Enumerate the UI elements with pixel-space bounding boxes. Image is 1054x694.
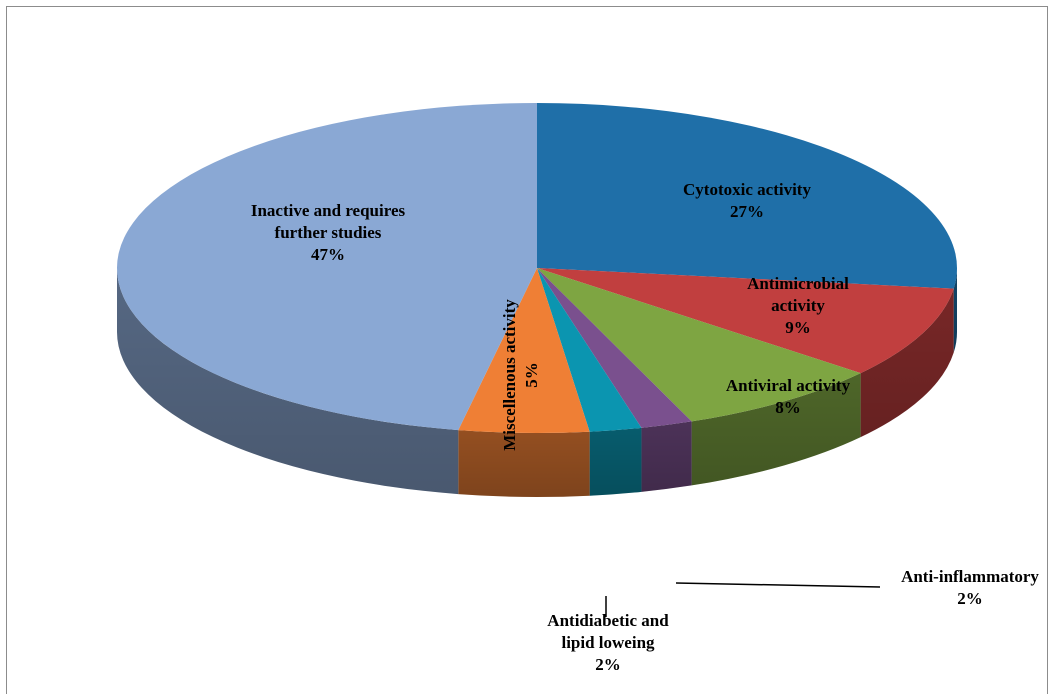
slice-label-1: Antimicrobial activity 9% [747, 274, 849, 337]
pie-slice-5 [458, 268, 590, 433]
slice-label-6: Inactive and requires further studies 47% [251, 201, 406, 264]
pie-side-shade-5 [458, 430, 590, 497]
pie-side-shade-6 [116, 268, 459, 495]
slice-label-line: 27% [730, 202, 764, 221]
slice-label-line: lipid loweing [561, 633, 655, 652]
slice-label-line: Miscellenous activity [500, 299, 519, 451]
slice-label-line: 2% [957, 589, 983, 608]
slice-label-line: Antimicrobial [747, 274, 849, 293]
pie-side-shade-0 [953, 268, 957, 353]
pie-slice-3 [537, 268, 692, 428]
slice-label-line: Antiviral activity [726, 376, 851, 395]
slice-label-line: Antidiabetic and [547, 611, 669, 630]
slice-label-line: 47% [311, 245, 345, 264]
slice-label-line: 5% [522, 362, 541, 388]
slice-label-5: Miscellenous activity 5% [500, 299, 541, 451]
leader-line-3 [675, 582, 881, 588]
slice-label-line: 2% [595, 655, 621, 674]
slice-label-line: activity [771, 296, 825, 315]
pie-slice-0 [537, 103, 957, 289]
slice-label-2: Antiviral activity 8% [726, 376, 851, 417]
pie-slice-1 [537, 268, 954, 374]
pie-slice-6 [117, 103, 538, 431]
slice-label-line: Inactive and requires [251, 201, 406, 220]
slice-label-line: 8% [775, 398, 801, 417]
leader-lines [605, 582, 881, 617]
slice-label-line: Anti-inflammatory [901, 567, 1039, 586]
slice-label-line: 9% [785, 318, 811, 337]
slice-label-4: Antidiabetic and lipid loweing 2% [547, 611, 669, 674]
pie-slice-4 [537, 268, 642, 432]
slice-label-0: Cytotoxic activity 27% [683, 180, 811, 221]
slice-labels: Cytotoxic activity 27% Antimicrobial activi… [251, 180, 1040, 674]
pie-side-shade-4 [589, 427, 642, 496]
slice-label-line: Cytotoxic activity [683, 180, 811, 199]
pie-top-faces [117, 103, 957, 433]
pie-side-walls [116, 268, 957, 497]
pie-side-shade-3 [641, 421, 692, 492]
slice-label-line: further studies [275, 223, 382, 242]
slice-label-3: Anti-inflammatory 2% [901, 567, 1039, 608]
pie-slice-2 [537, 268, 861, 422]
pie-side-shade-1 [860, 288, 954, 438]
pie-side-shade-2 [691, 373, 861, 486]
